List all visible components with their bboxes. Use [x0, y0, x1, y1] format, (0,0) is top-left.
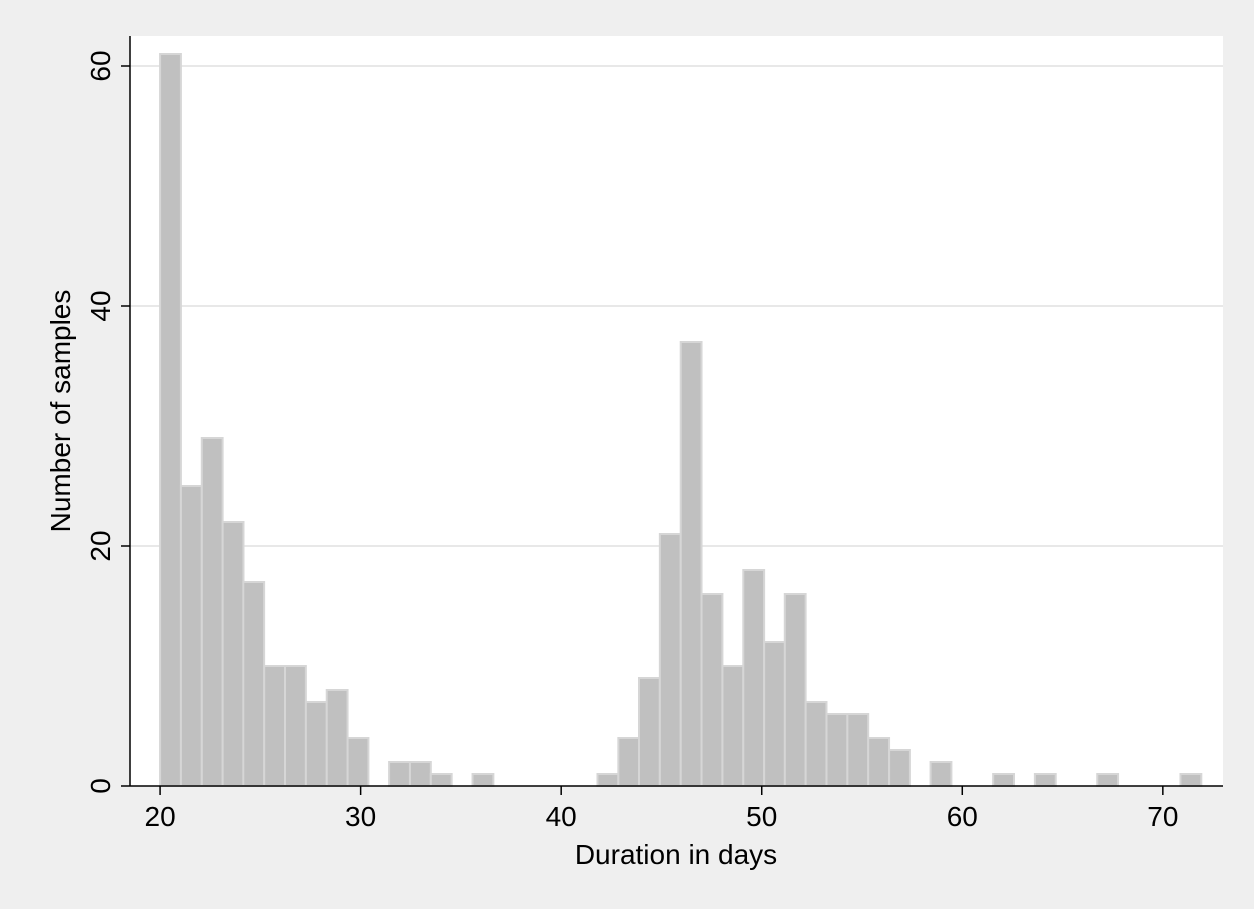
x-tick-label: 70	[1147, 801, 1178, 832]
histogram-bar	[1033, 773, 1057, 787]
histogram-bar	[846, 713, 870, 787]
histogram-bar	[992, 773, 1015, 787]
histogram-bar	[429, 773, 453, 787]
ticks: 20 30 40 50 60 70 0 20 40 60	[85, 50, 1178, 832]
histogram-bar	[596, 773, 620, 787]
histogram-bar	[304, 701, 328, 787]
x-tick-label: 30	[345, 801, 376, 832]
histogram-bar	[346, 737, 370, 787]
histogram-bar	[179, 485, 203, 787]
histogram-bar	[221, 521, 245, 787]
y-tick-label: 40	[85, 290, 116, 321]
histogram-bar	[783, 593, 807, 787]
x-tick-label: 20	[145, 801, 176, 832]
histogram-bar	[408, 761, 432, 787]
histogram-bar	[471, 773, 495, 787]
histogram-bar	[159, 53, 182, 787]
histogram-bar	[721, 665, 745, 787]
axes	[129, 36, 1223, 787]
histogram-bar	[637, 677, 661, 787]
histogram-bar	[700, 593, 724, 787]
histogram-bar	[804, 701, 828, 787]
x-axis-label: Duration in days	[575, 839, 777, 870]
histogram-bar	[1096, 773, 1120, 787]
bars	[159, 53, 1203, 787]
histogram-bar	[825, 713, 849, 787]
histogram-bar	[929, 761, 953, 787]
histogram-bar	[263, 665, 286, 787]
y-tick-label: 20	[85, 530, 116, 561]
histogram-bar	[242, 581, 266, 787]
histogram-bar	[742, 569, 766, 787]
histogram-bar	[200, 437, 224, 787]
x-tick-label: 40	[546, 801, 577, 832]
histogram-bar	[284, 665, 307, 787]
histogram-bar	[867, 737, 891, 787]
histogram-bar	[888, 749, 911, 787]
x-tick-label: 50	[746, 801, 777, 832]
histogram-bar	[763, 641, 786, 787]
x-tick-label: 60	[947, 801, 978, 832]
histogram-bar	[1179, 773, 1203, 787]
histogram-bar	[658, 533, 682, 787]
histogram-bar	[679, 341, 703, 787]
histogram-bar	[617, 737, 641, 787]
histogram-bar	[325, 689, 349, 787]
y-axis-label: Number of samples	[45, 290, 76, 533]
histogram-bar	[388, 761, 411, 787]
y-tick-label: 0	[85, 778, 116, 794]
y-tick-label: 60	[85, 50, 116, 81]
